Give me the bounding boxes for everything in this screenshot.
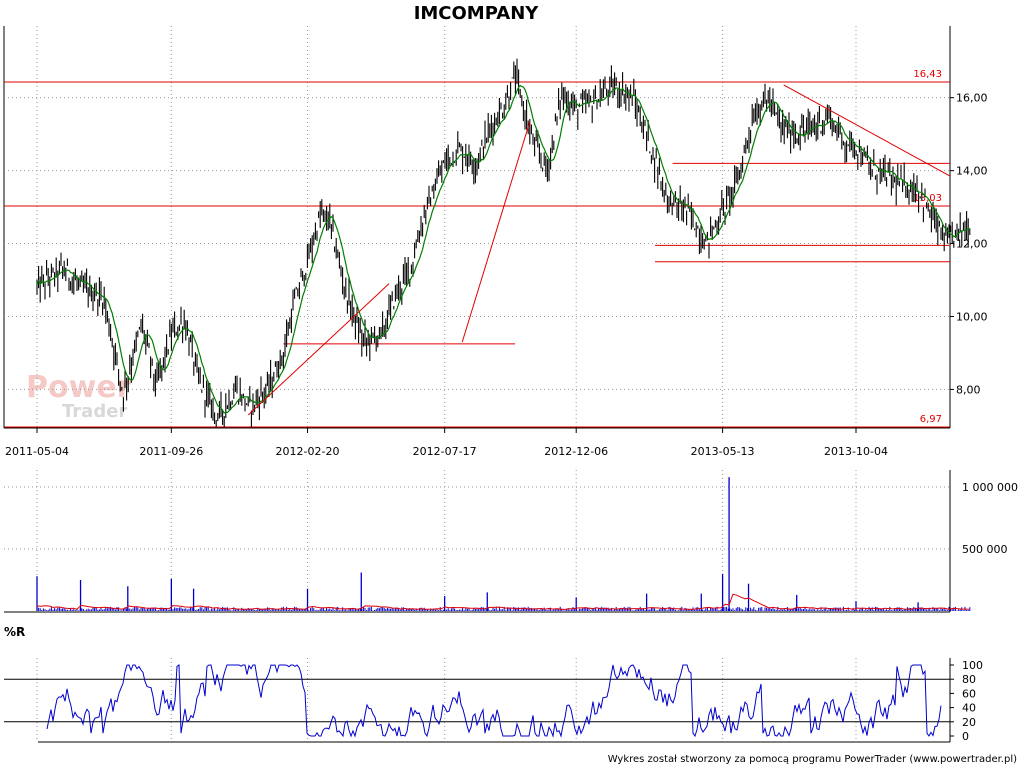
price-y-label-3: 14,00 bbox=[956, 165, 988, 178]
williams-r-line bbox=[46, 664, 942, 738]
watermark-line1: Power bbox=[26, 370, 132, 405]
price-y-label-1: 10,00 bbox=[956, 310, 988, 323]
trend-line-1 bbox=[461, 121, 531, 343]
price-y-label-2: 12,00 bbox=[956, 238, 988, 251]
chart-title: IMCOMPANY bbox=[414, 3, 540, 24]
price-bars bbox=[36, 58, 971, 427]
price-level-label-2: 6,97 bbox=[920, 414, 942, 425]
powertrader-watermark: Power Trader bbox=[26, 370, 132, 422]
trend-line-2 bbox=[783, 84, 951, 177]
oscillator-title: %R bbox=[4, 625, 25, 639]
price-y-label-4: 16,00 bbox=[956, 92, 988, 105]
osc-y-label-4: 80 bbox=[962, 673, 976, 686]
price-y-label-0: 8,00 bbox=[956, 383, 981, 396]
price-level-label-0: 16,43 bbox=[913, 69, 942, 80]
x-tick-label-3: 2012-07-17 bbox=[413, 445, 477, 458]
x-tick-label-6: 2013-10-04 bbox=[824, 445, 888, 458]
footer-credit: Wykres został stworzony za pomocą progra… bbox=[608, 754, 1017, 765]
osc-y-label-1: 20 bbox=[962, 716, 976, 729]
price-moving-average bbox=[36, 84, 970, 414]
osc-y-label-2: 40 bbox=[962, 702, 976, 715]
watermark-line2: Trader bbox=[62, 401, 127, 422]
x-tick-label-1: 2011-09-26 bbox=[139, 445, 203, 458]
osc-y-label-3: 60 bbox=[962, 687, 976, 700]
x-tick-label-2: 2012-02-20 bbox=[276, 445, 340, 458]
x-tick-label-0: 2011-05-04 bbox=[5, 445, 69, 458]
trend-line-0 bbox=[247, 283, 390, 416]
x-tick-label-4: 2012-12-06 bbox=[544, 445, 608, 458]
osc-y-label-0: 0 bbox=[962, 730, 969, 743]
volume-moving-average bbox=[36, 593, 970, 611]
volume-y-label-0: 500 000 bbox=[962, 543, 1008, 556]
osc-y-label-5: 100 bbox=[962, 659, 983, 672]
x-tick-label-5: 2013-05-13 bbox=[691, 445, 755, 458]
volume-y-label-1: 1 000 000 bbox=[962, 481, 1018, 494]
